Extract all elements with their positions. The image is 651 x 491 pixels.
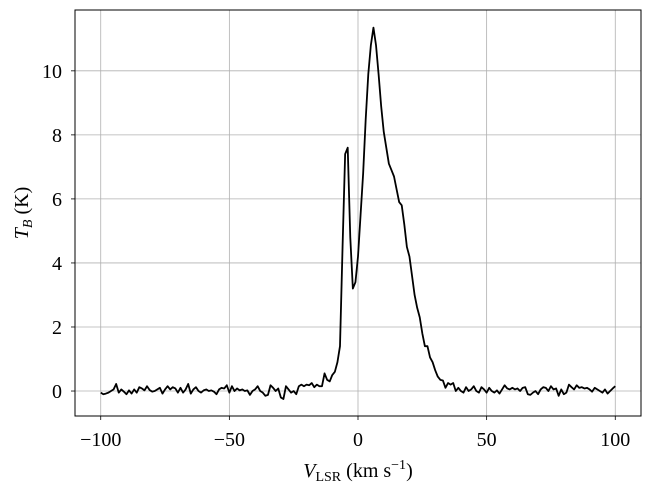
- y-label-sub: B: [21, 219, 36, 228]
- y-label-main: T: [11, 226, 33, 239]
- x-tick-label: 0: [353, 429, 363, 451]
- x-label-main: V: [303, 460, 318, 482]
- y-tick-label: 2: [52, 317, 62, 339]
- x-tick-label: −100: [80, 429, 121, 451]
- y-tick-label: 8: [52, 125, 62, 147]
- y-label-unit: (K): [11, 187, 33, 220]
- y-tick-label: 10: [42, 61, 62, 83]
- y-tick-label: 0: [52, 381, 62, 403]
- y-tick-label: 6: [52, 189, 62, 211]
- spectrum-line: [100, 26, 616, 400]
- x-label-end: ): [406, 460, 413, 482]
- x-tick-label: −50: [214, 429, 245, 451]
- x-label-sup: −1: [391, 458, 406, 473]
- y-tick-label: 4: [52, 253, 62, 275]
- plot-frame: [74, 9, 642, 417]
- y-axis-label: TB (K): [11, 187, 36, 239]
- x-axis-label: VLSR (km s−1): [303, 458, 412, 485]
- x-tick-label: 100: [600, 429, 630, 451]
- x-label-sub: LSR: [315, 470, 341, 485]
- x-label-unit: (km s: [341, 460, 391, 482]
- x-tick-label: 50: [477, 429, 497, 451]
